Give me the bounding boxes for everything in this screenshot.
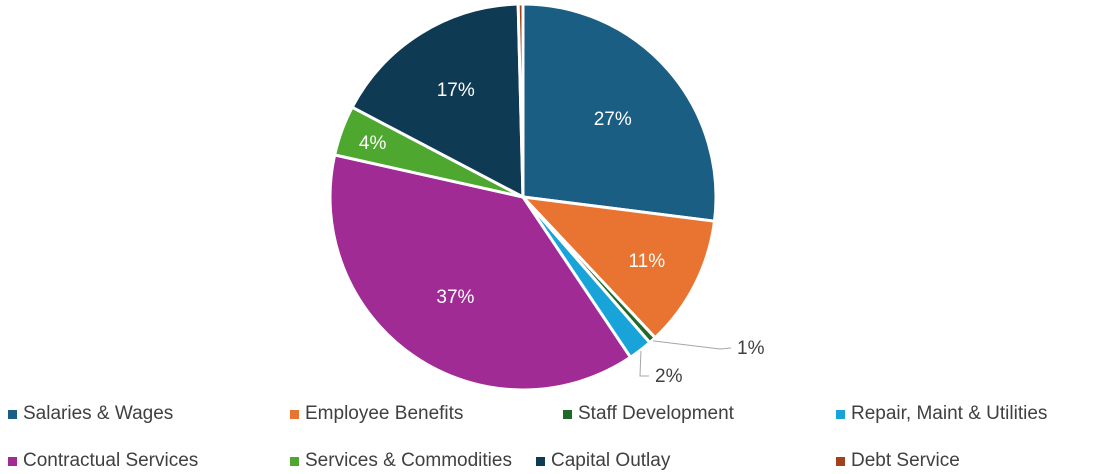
leader-line	[653, 340, 732, 350]
leader-line	[639, 351, 649, 377]
legend-swatch	[290, 409, 299, 419]
legend-swatch	[290, 456, 299, 466]
legend-label: Debt Service	[851, 450, 960, 471]
legend-swatch	[8, 409, 17, 419]
data-label: 4%	[359, 133, 387, 154]
data-label: 1%	[737, 338, 765, 359]
pie-slice	[521, 195, 716, 340]
legend-swatch	[8, 456, 17, 466]
legend: Salaries & Wages Employee Benefits Staff…	[8, 403, 1115, 473]
data-label: 37%	[436, 287, 474, 308]
legend-label: Employee Benefits	[305, 403, 464, 424]
legend-swatch	[536, 456, 545, 466]
data-label: 11%	[629, 251, 666, 272]
legend-item: Repair, Maint & Utilities	[836, 403, 1047, 425]
legend-label: Salaries & Wages	[23, 403, 174, 424]
data-label: 17%	[437, 80, 475, 101]
legend-item: Employee Benefits	[290, 403, 463, 425]
legend-label: Staff Development	[578, 403, 734, 424]
data-label: 27%	[594, 109, 632, 130]
legend-swatch	[836, 409, 845, 419]
legend-label: Repair, Maint & Utilities	[851, 403, 1048, 424]
legend-item: Contractual Services	[8, 450, 198, 472]
data-label: 2%	[655, 366, 683, 387]
legend-label: Contractual Services	[23, 450, 199, 471]
pie-slice	[521, 2, 718, 223]
legend-item: Salaries & Wages	[8, 403, 173, 425]
legend-swatch	[836, 456, 845, 466]
legend-item: Debt Service	[836, 450, 960, 472]
legend-item: Capital Outlay	[536, 450, 670, 472]
legend-label: Capital Outlay	[551, 450, 671, 471]
legend-label: Services & Commodities	[305, 450, 512, 471]
pie-chart: 27% 11% 1% 2% 37% 4% 17%	[328, 2, 765, 392]
legend-item: Staff Development	[563, 403, 734, 425]
pie-slice	[328, 153, 632, 392]
legend-swatch	[563, 409, 572, 419]
pie-slice	[350, 2, 525, 199]
legend-item: Services & Commodities	[290, 450, 512, 472]
pie-slice	[516, 2, 525, 199]
